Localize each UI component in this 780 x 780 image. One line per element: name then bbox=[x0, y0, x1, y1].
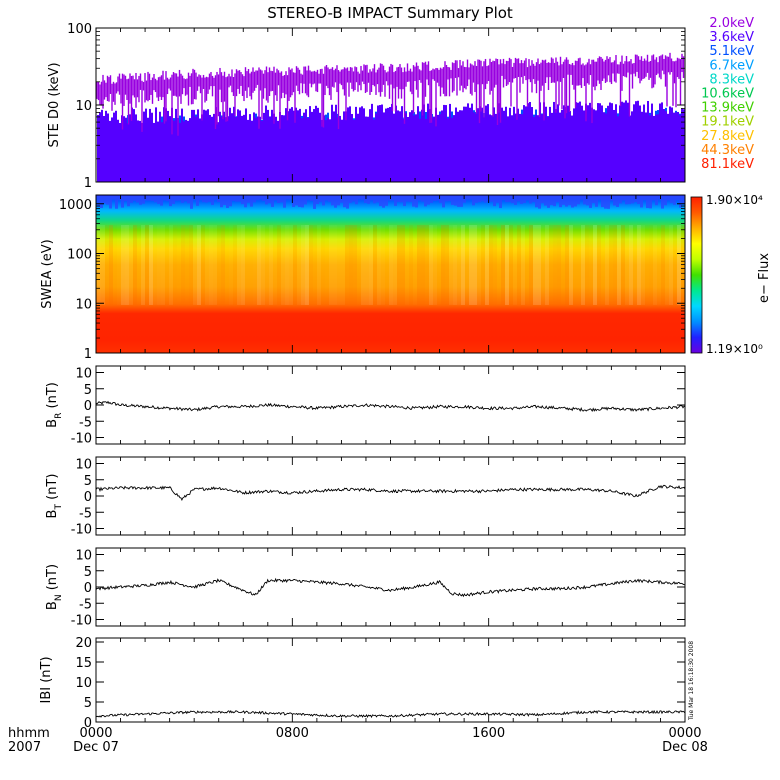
br-trace bbox=[95, 400, 686, 412]
timestamp: Tue Mar 18 16:18:30 2008 bbox=[688, 641, 695, 721]
bt-ytick-label: -10 bbox=[71, 523, 92, 538]
bmag-ytick-label: 15 bbox=[75, 656, 92, 671]
ste-legend-entry: 6.7keV bbox=[709, 58, 754, 73]
colorbar-max-label: 1.90×10⁴ bbox=[706, 193, 763, 207]
swea-texture bbox=[97, 196, 685, 305]
colorbar bbox=[690, 196, 703, 354]
ste-ytick-label: 1 bbox=[84, 176, 92, 191]
br-ytick-label: 0 bbox=[84, 399, 92, 414]
time-axis-corner-bottom: 2007 bbox=[8, 740, 41, 755]
bt-ytick-label: 5 bbox=[84, 474, 92, 489]
ste-legend-entry: 13.9keV bbox=[701, 101, 754, 116]
ste-legend-entry: 2.0keV bbox=[709, 16, 754, 31]
bmag-ytick-label: 0 bbox=[84, 716, 92, 731]
ste-legend-entry: 81.1keV bbox=[701, 157, 754, 172]
br-ytick-label: 5 bbox=[84, 383, 92, 398]
plot-title: STEREO-B IMPACT Summary Plot bbox=[267, 4, 513, 22]
bt-ytick-label: 0 bbox=[84, 490, 92, 505]
ste-ytick-label: 100 bbox=[67, 22, 92, 37]
swea-ylabel: SWEA (eV) bbox=[40, 239, 55, 308]
ste-channel-1 bbox=[97, 100, 685, 182]
ste-energy-traces bbox=[96, 52, 685, 182]
swea-ytick-label: 10 bbox=[75, 297, 92, 312]
time-tick-label: 0000 bbox=[668, 726, 701, 741]
colorbar-min-label: 1.19×10⁰ bbox=[706, 342, 763, 356]
time-tick-label: 0800 bbox=[276, 726, 309, 741]
bn-ytick-label: -10 bbox=[71, 614, 92, 629]
swea-ytick-label: 100 bbox=[67, 248, 92, 263]
bt-ylabel: BT (nT) bbox=[45, 474, 64, 519]
ste-panel: STE D0 (keV) 1 10 100 2.0keV3.6keV5.1keV6.… bbox=[47, 16, 754, 191]
ste-legend-entry: 44.3keV bbox=[701, 143, 754, 158]
time-axis-ticks bbox=[95, 28, 686, 722]
time-tick-label: 1600 bbox=[472, 726, 505, 741]
bmag-ylabel: IBI (nT) bbox=[39, 656, 54, 703]
bmag-panel: IBI (nT) 20 15 10 5 0 Tue Mar 18 16:18:30 20… bbox=[39, 636, 695, 731]
bmag-ytick-label: 10 bbox=[75, 676, 92, 691]
ste-ylabel: STE D0 (keV) bbox=[47, 62, 62, 147]
br-ytick-label: -5 bbox=[79, 415, 92, 430]
colorbar-label: e− Flux bbox=[757, 253, 772, 303]
bn-ytick-label: -5 bbox=[79, 597, 92, 612]
time-axis-corner-top: hhmm bbox=[8, 726, 50, 741]
ste-legend-entry: 8.3keV bbox=[709, 72, 754, 87]
br-ytick-label: 10 bbox=[75, 367, 92, 382]
bn-ytick-label: 5 bbox=[84, 565, 92, 580]
bmag-trace bbox=[95, 709, 686, 719]
ste-legend-entry: 19.1keV bbox=[701, 115, 754, 130]
time-tick-date: Dec 08 bbox=[662, 740, 708, 755]
bn-ylabel: BN (nT) bbox=[45, 564, 64, 610]
bt-ytick-label: -5 bbox=[79, 506, 92, 521]
bn-ytick-label: 10 bbox=[75, 549, 92, 564]
ste-legend-entry: 3.6keV bbox=[709, 30, 754, 45]
bt-trace bbox=[95, 484, 686, 501]
swea-ytick-label: 1 bbox=[84, 347, 92, 362]
ste-ytick-label: 10 bbox=[75, 99, 92, 114]
ste-channel-0 bbox=[96, 52, 685, 136]
br-ytick-label: -10 bbox=[71, 432, 92, 447]
bn-trace bbox=[95, 577, 686, 598]
bmag-ytick-label: 5 bbox=[84, 696, 92, 711]
bt-ytick-label: 10 bbox=[75, 458, 92, 473]
ste-legend-entry: 5.1keV bbox=[709, 44, 754, 59]
ste-legend-entry: 10.6keV bbox=[701, 87, 754, 102]
ste-legend-entry: 27.8keV bbox=[701, 129, 754, 144]
time-tick-label: 0000 bbox=[79, 726, 112, 741]
bn-ytick-label: 0 bbox=[84, 581, 92, 596]
swea-ytick-label: 1000 bbox=[59, 198, 92, 213]
bmag-ytick-label: 20 bbox=[75, 636, 92, 651]
br-ylabel: BR (nT) bbox=[45, 382, 64, 428]
swea-panel: SWEA (eV) 1 10 100 1000 1.90×10⁴ 1.19×10⁰ e… bbox=[40, 193, 772, 362]
swea-spectrogram bbox=[96, 195, 685, 353]
ste-energy-legend: 2.0keV3.6keV5.1keV6.7keV8.3keV10.6keV13.… bbox=[701, 16, 754, 172]
time-tick-date: Dec 07 bbox=[73, 740, 119, 755]
